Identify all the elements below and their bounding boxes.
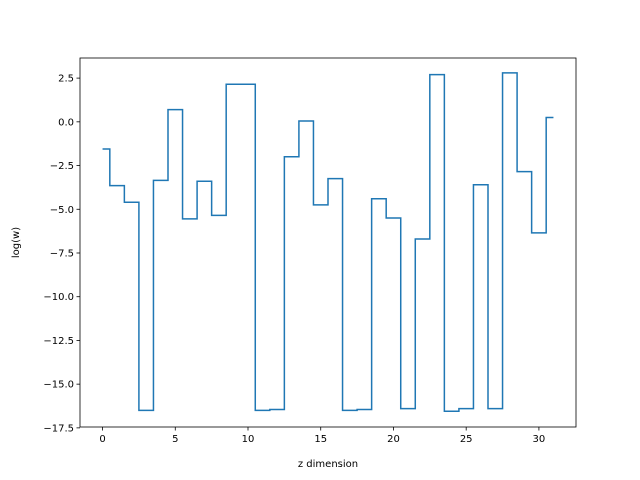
y-tick-label: −2.5	[50, 161, 74, 172]
y-tick-label: −15.0	[43, 380, 74, 391]
x-tick-label: 0	[99, 434, 105, 445]
y-axis-label: log(w)	[11, 227, 22, 258]
x-tick-label: 30	[533, 434, 546, 445]
x-axis-label: z dimension	[298, 459, 358, 470]
x-tick-label: 5	[172, 434, 178, 445]
plot-frame	[79, 57, 577, 428]
x-tick-label: 20	[387, 434, 400, 445]
y-tick-label: −12.5	[43, 336, 74, 347]
y-tick-label: 2.5	[58, 74, 74, 85]
x-tick-label: 25	[460, 434, 473, 445]
x-tick-label: 15	[314, 434, 327, 445]
series-line-0	[102, 72, 554, 413]
y-tick-label: −7.5	[50, 248, 74, 259]
series-layer	[102, 72, 554, 413]
x-tick-label: 10	[242, 434, 255, 445]
x-axis-ticks: 0 5 10 15 20 25 30	[99, 427, 545, 445]
y-tick-label: −5.0	[50, 205, 74, 216]
y-tick-label: 0.0	[58, 117, 74, 128]
y-tick-label: −17.5	[43, 423, 74, 434]
y-tick-label: −10.0	[43, 292, 74, 303]
y-axis-ticks: 2.5 0.0 −2.5 −5.0 −7.5 −10.0 −12.5 −15.0 −17.5	[43, 74, 80, 434]
plot-area	[80, 58, 576, 427]
